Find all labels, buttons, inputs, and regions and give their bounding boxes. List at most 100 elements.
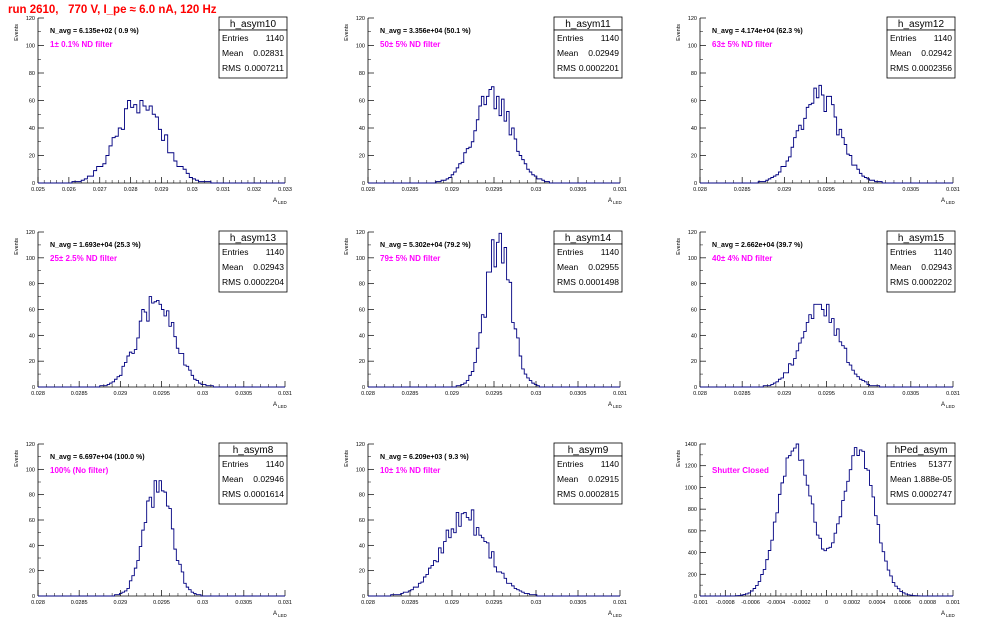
x-tick-label: 0.031 [613,187,627,193]
y-tick-label: 60 [359,99,365,105]
y-tick-label: 60 [691,99,697,105]
histogram-title: h_asym11 [565,19,611,30]
y-tick-label: 100 [26,467,35,473]
y-tick-label: 600 [688,529,697,535]
x-axis-label-sub: LED [946,613,956,618]
filter-annotation: Shutter Closed [712,466,769,475]
x-tick-label: 0 [825,600,828,606]
x-tick-label: 0.0285 [402,391,419,397]
x-axis-label-sub: LED [278,613,288,618]
x-axis-label: ALED [273,402,288,409]
x-tick-label: 0.03 [197,391,208,397]
y-tick-label: 60 [359,518,365,524]
x-tick-label: 0.028 [31,391,45,397]
y-axis-label: Events [14,24,20,41]
stats-box [553,455,623,505]
x-tick-label: 0.0295 [486,600,503,606]
x-axis-label-main: A [608,198,612,204]
y-tick-label: 0 [32,181,35,187]
x-tick-label: 0.0004 [869,600,886,606]
y-tick-label: 40 [29,543,35,549]
stats-key-rms: RMS [890,63,909,73]
x-tick-label: 0.0305 [235,391,252,397]
y-tick-label: 20 [691,359,697,365]
stats-value-entries: 1140 [601,459,620,469]
stats-value-mean: 0.02949 [588,48,619,58]
y-tick-label: 40 [359,333,365,339]
navg-label: N_avg = 4.174e+04 (62.3 %) [712,28,803,35]
stats-key-entries: Entries [890,247,916,257]
stats-key-mean: Mean [557,474,579,484]
x-axis-label-main: A [273,402,277,408]
y-tick-label: 60 [29,308,35,314]
stats-key-mean: Mean [890,48,912,58]
y-tick-label: 80 [359,71,365,77]
stats-value-entries: 1140 [266,459,285,469]
x-tick-label: 0.028 [124,187,138,193]
x-tick-label: 0.0285 [71,600,88,606]
x-axis-label-sub: LED [613,404,623,409]
stats-key-rms: RMS [557,489,576,499]
y-tick-label: 80 [359,282,365,288]
x-axis-label-main: A [273,198,277,204]
x-axis-label: ALED [608,402,623,409]
y-tick-label: 120 [356,442,365,448]
stats-value-mean: 0.02943 [253,262,284,272]
y-tick-label: 60 [29,518,35,524]
stats-key-entries: Entries [557,33,583,43]
y-tick-label: 80 [29,71,35,77]
x-tick-label: 0.03 [187,187,198,193]
histogram-line [700,443,953,597]
x-tick-label: 0.0295 [486,187,503,193]
x-tick-label: 0.0295 [486,391,503,397]
x-axis-label: ALED [608,198,623,205]
x-tick-label: -0.0006 [741,600,760,606]
x-tick-label: 0.029 [113,391,127,397]
x-tick-label: 0.03 [531,391,542,397]
x-tick-label: 0.0285 [734,187,751,193]
y-axis-label: Events [676,450,682,467]
x-tick-label: 0.0305 [570,600,587,606]
stats-value-rms: 0.0002747 [912,489,952,499]
stats-key-rms: RMS [222,489,241,499]
stats-value-mean: 0.02942 [921,48,952,58]
stats-key-mean: Mean [557,48,579,58]
x-tick-label: 0.029 [113,600,127,606]
x-axis-label-main: A [608,402,612,408]
y-tick-label: 120 [26,230,35,236]
histogram-line [38,100,285,184]
y-tick-label: 200 [688,572,697,578]
navg-label: N_avg = 3.356e+04 (50.1 %) [380,28,471,35]
x-tick-label: 0.0285 [402,187,419,193]
y-tick-label: 120 [356,16,365,22]
filter-annotation: 100% (No filter) [50,466,109,475]
y-tick-label: 100 [356,467,365,473]
y-tick-label: 80 [29,282,35,288]
x-tick-label: 0.029 [155,187,169,193]
x-axis-label-sub: LED [613,200,623,205]
x-tick-label: 0.029 [777,391,791,397]
y-tick-label: 400 [688,551,697,557]
y-tick-label: 20 [359,359,365,365]
y-tick-label: 0 [362,385,365,391]
y-tick-label: 120 [356,230,365,236]
stats-value-entries: 1140 [934,247,953,257]
stats-value-rms: 0.0002356 [912,63,952,73]
stats-value-mean: 0.02915 [588,474,619,484]
histogram-line [700,84,953,184]
y-tick-label: 0 [694,385,697,391]
filter-annotation: 10± 1% ND filter [380,466,440,475]
stats-value-rms: 0.0002815 [579,489,619,499]
x-tick-label: 0.0305 [235,600,252,606]
x-tick-label: 0.029 [445,600,459,606]
x-tick-label: 0.032 [247,187,261,193]
y-tick-label: 20 [359,569,365,575]
y-tick-label: 0 [694,181,697,187]
stats-value-entries: 1140 [934,33,953,43]
x-tick-label: 0.028 [693,391,707,397]
stats-value-entries: 1140 [601,33,620,43]
x-tick-label: 0.0305 [902,187,919,193]
y-axis-label: Events [344,24,350,41]
x-axis-label: ALED [608,611,623,618]
x-tick-label: 0.028 [361,187,375,193]
